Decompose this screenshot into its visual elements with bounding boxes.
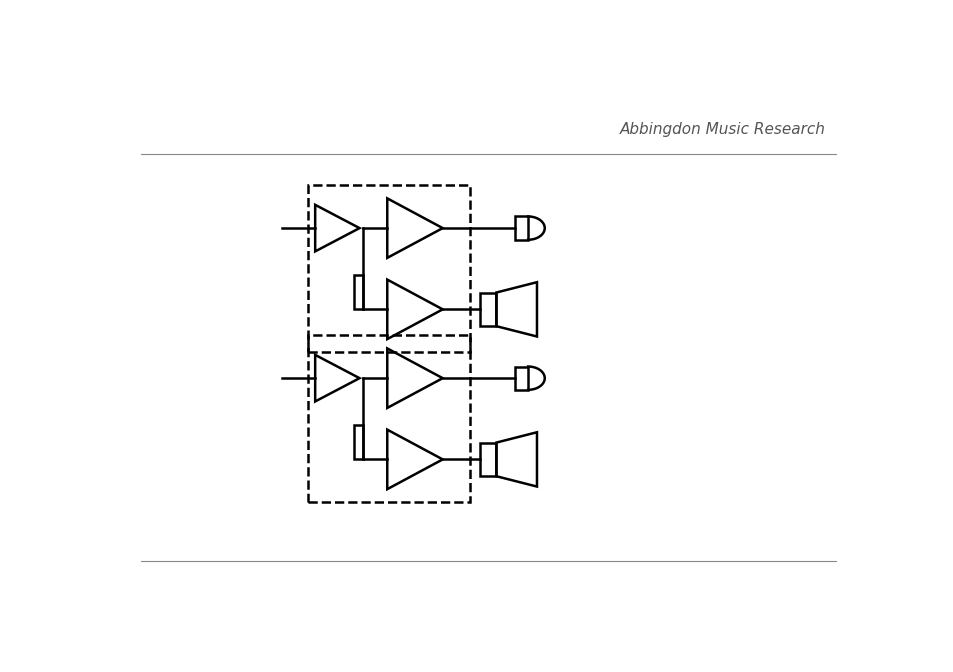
Bar bbox=[479, 292, 496, 326]
Bar bbox=[354, 425, 363, 460]
Bar bbox=[308, 185, 470, 352]
Bar bbox=[515, 216, 528, 240]
Bar bbox=[354, 276, 363, 309]
Bar bbox=[308, 335, 470, 502]
Text: Abbingdon Music Research: Abbingdon Music Research bbox=[618, 122, 824, 136]
Bar bbox=[515, 366, 528, 390]
Bar bbox=[479, 443, 496, 476]
